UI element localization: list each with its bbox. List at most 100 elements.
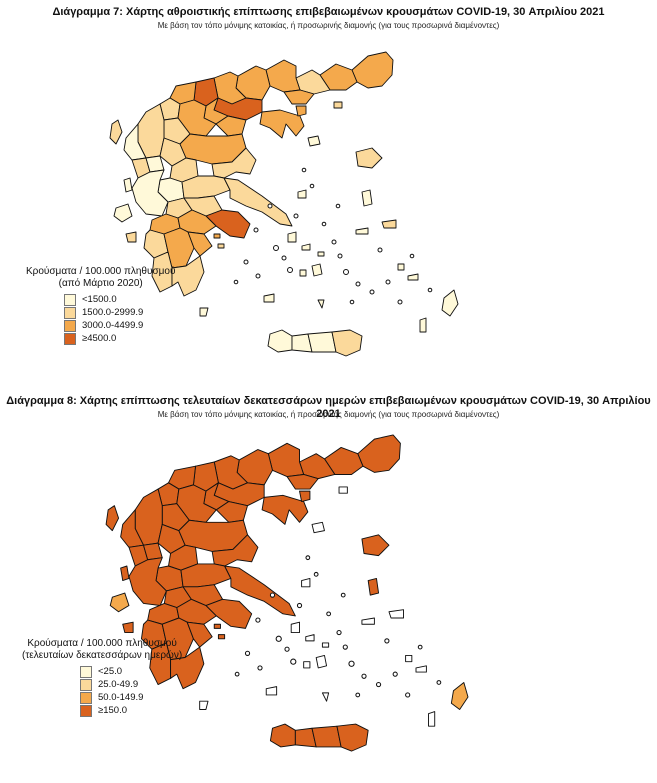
island-tinos [305, 634, 315, 642]
island-salamina [213, 233, 221, 239]
legend-swatch [80, 704, 92, 717]
island-lesvos [361, 534, 390, 557]
legend-item: <1500.0 [64, 293, 175, 306]
region-drama [265, 59, 301, 93]
island-lefkada [120, 565, 130, 582]
island-samos [388, 609, 404, 619]
region-evros [351, 51, 394, 89]
island-paros [303, 661, 311, 669]
island-kythira [199, 307, 209, 317]
region-heraklion [311, 725, 342, 748]
island-kythira [199, 700, 209, 710]
island-skyros [297, 189, 307, 199]
region-kavala [286, 474, 319, 490]
legend-item: <25.0 [80, 665, 182, 678]
island-mykonos [317, 251, 325, 257]
island-rhodes [441, 289, 459, 317]
legend-swatch [80, 678, 92, 691]
region-chalkidiki [261, 494, 309, 525]
region-attica [205, 598, 253, 629]
region-lakonia [170, 646, 205, 690]
island-zakynthos [125, 231, 137, 243]
island-andros [287, 231, 297, 243]
region-lakonia [171, 255, 205, 297]
island-ikaria [355, 227, 369, 235]
island-zakynthos [122, 621, 134, 634]
island-rhodes [450, 682, 469, 710]
map-panel-14day: Διάγραμμα 8: Χάρτης επίπτωσης τελευταίων… [0, 388, 657, 783]
island-aegina [217, 243, 225, 249]
region-evia [224, 565, 296, 617]
map-panel-cumulative: Διάγραμμα 7: Χάρτης αθροιστικής επίπτωση… [0, 0, 657, 380]
region-lasithi [336, 723, 369, 752]
mainland-regions [105, 434, 469, 752]
small-islets [233, 167, 433, 305]
legend-swatch [64, 332, 76, 345]
island-kos [407, 273, 419, 281]
legend-item: ≥4500.0 [64, 332, 175, 345]
island-kalymnos [397, 263, 405, 271]
region-chalkidiki [259, 109, 305, 139]
legend-swatch [64, 319, 76, 332]
map-legend: Κρούσματα / 100.000 πληθυσμού (τελευταίω… [22, 638, 182, 717]
region-drama [267, 442, 305, 478]
island-aegina [217, 634, 226, 640]
region-kavala [283, 89, 315, 105]
island-kefalonia [109, 592, 130, 613]
island-paros [299, 269, 307, 277]
island-kos [415, 665, 427, 673]
island-samothraki [333, 101, 343, 109]
region-pieria [215, 501, 248, 523]
island-lesvos [355, 147, 383, 169]
region-attica [205, 209, 251, 239]
island-mykonos [321, 642, 330, 648]
island-karpathos [428, 711, 436, 727]
island-thasos [299, 490, 311, 502]
map-title: Διάγραμμα 7: Χάρτης αθροιστικής επίπτωση… [52, 6, 605, 18]
legend-item: ≥150.0 [80, 704, 182, 717]
island-naxos [315, 654, 328, 669]
legend-item: 25.0-49.9 [80, 678, 182, 691]
region-lasithi [331, 329, 363, 357]
region-evros [357, 434, 401, 473]
region-pieria [215, 115, 247, 137]
greece-choropleth-map [105, 434, 469, 752]
legend-title: Κρούσματα / 100.000 πληθυσμού (από Μάρτι… [26, 266, 176, 289]
island-kalymnos [405, 654, 413, 663]
legend-title: Κρούσματα / 100.000 πληθυσμού (τελευταίω… [22, 638, 183, 661]
region-argolida [186, 621, 213, 648]
region-chania [267, 329, 293, 353]
region-argolida [187, 231, 213, 257]
island-skyros [301, 578, 311, 588]
island-kefalonia [113, 203, 133, 223]
legend-swatch [80, 665, 92, 678]
legend-item: 3000.0-4499.9 [64, 319, 175, 332]
island-lemnos [307, 135, 321, 147]
map-title: Διάγραμμα 8: Χάρτης επίπτωσης τελευταίων… [6, 395, 651, 420]
legend-swatch [64, 293, 76, 306]
map-subtitle: Με βάση τον τόπο μόνιμης κατοικίας, ή πρ… [157, 410, 500, 419]
island-corfu [109, 119, 123, 145]
island-milos [265, 686, 278, 696]
region-chania [269, 723, 296, 748]
island-corfu [105, 505, 120, 532]
island-salamina [213, 623, 221, 629]
island-chios [361, 189, 373, 207]
region-evia [223, 177, 293, 227]
island-chios [367, 578, 380, 596]
island-karpathos [419, 317, 427, 333]
island-santorini [321, 692, 330, 702]
legend-item: 50.0-149.9 [80, 691, 182, 704]
small-islets [234, 555, 442, 698]
island-tinos [301, 243, 311, 251]
mainland-regions [123, 51, 394, 297]
island-lefkada [123, 177, 133, 193]
island-santorini [317, 299, 325, 309]
legend-swatch [80, 691, 92, 704]
island-andros [290, 621, 300, 634]
map-subtitle: Με βάση τον τόπο μόνιμης κατοικίας, ή πρ… [157, 21, 500, 30]
island-thasos [295, 105, 307, 117]
island-milos [263, 293, 275, 303]
map-legend: Κρούσματα / 100.000 πληθυσμού (από Μάρτι… [26, 266, 175, 345]
island-lemnos [311, 521, 325, 534]
